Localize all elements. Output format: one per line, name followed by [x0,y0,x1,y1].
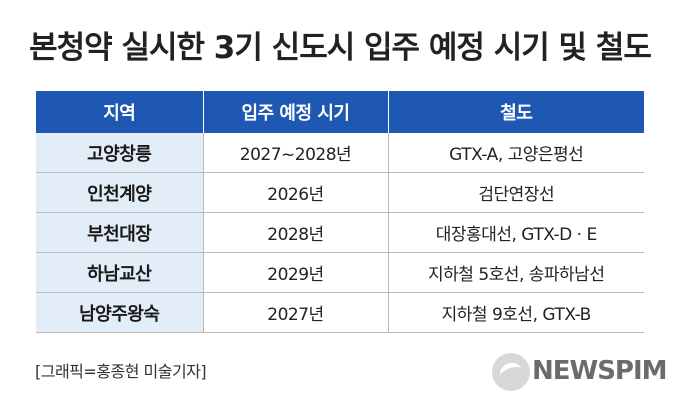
date-cell: 2028년 [203,212,389,253]
graphic-credit: [그래픽=홍종현 미술기자] [35,362,207,381]
page-title: 본청약 실시한 3기 신도시 입주 예정 시기 및 철도 [29,30,652,66]
region-cell: 남양주왕숙 [36,292,204,333]
newspim-logo: NEWSPIM [492,344,668,396]
table-row: 부천대장 2028년 대장홍대선, GTX-D · E [36,212,644,253]
rail-cell: GTX-A, 고양은평선 [388,133,644,173]
date-cell: 2027년 [203,292,389,333]
table-row: 고양창릉 2027~2028년 GTX-A, 고양은평선 [36,133,644,173]
rail-cell: 지하철 9호선, GTX-B [388,292,644,333]
rail-cell: 대장홍대선, GTX-D · E [388,212,644,253]
rail-cell: 검단연장선 [388,172,644,213]
table-row: 남양주왕숙 2027년 지하철 9호선, GTX-B [36,292,644,333]
date-cell: 2027~2028년 [203,133,389,173]
header-move-in-date: 입주 예정 시기 [203,91,389,133]
date-cell: 2026년 [203,172,389,213]
logo-text: NEWSPIM [532,356,668,386]
rail-cell: 지하철 5호선, 송파하남선 [388,252,644,293]
region-cell: 고양창릉 [36,133,204,173]
header-region: 지역 [36,91,204,133]
region-cell: 하남교산 [36,252,204,293]
newspim-logo-icon [492,353,530,391]
header-railway: 철도 [388,91,644,133]
table-row: 인천계양 2026년 검단연장선 [36,172,644,213]
table-row: 하남교산 2029년 지하철 5호선, 송파하남선 [36,252,644,293]
date-cell: 2029년 [203,252,389,293]
region-cell: 부천대장 [36,212,204,253]
info-table: 지역 입주 예정 시기 철도 고양창릉 2027~2028년 GTX-A, 고양… [36,91,644,333]
region-cell: 인천계양 [36,172,204,213]
table-header-row: 지역 입주 예정 시기 철도 [36,91,644,133]
